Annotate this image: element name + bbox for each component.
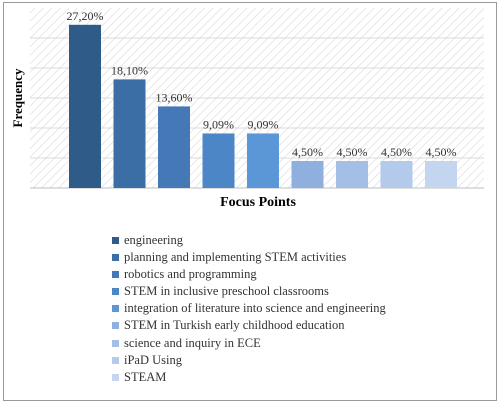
bars — [69, 24, 457, 188]
data-label-2: 18,10% — [111, 63, 148, 77]
legend-swatch — [112, 305, 119, 313]
legend-swatch — [112, 339, 119, 347]
legend-item: STEAM — [112, 369, 386, 386]
legend-item: iPaD Using — [112, 352, 386, 369]
legend-swatch — [112, 254, 119, 262]
data-label-4: 9,09% — [203, 117, 234, 131]
legend-swatch — [112, 271, 119, 279]
legend-label: planning and implementing STEM activitie… — [124, 250, 347, 265]
bar-2 — [113, 79, 146, 188]
legend-label: engineering — [124, 233, 184, 247]
bar-1 — [69, 24, 101, 188]
legend-swatch — [112, 237, 119, 244]
legend-item: STEM in Turkish early childhood educatio… — [112, 317, 386, 334]
bar-9 — [425, 161, 457, 188]
legend-swatch — [112, 373, 119, 381]
legend-item: science and inquiry in ECE — [112, 335, 386, 352]
data-label-3: 13,60% — [156, 90, 193, 104]
bar-6 — [291, 161, 324, 188]
legend-item: STEM in inclusive preschool classrooms — [112, 283, 386, 300]
legend-label: iPaD Using — [124, 352, 182, 367]
legend-item: integration of literature into science a… — [112, 300, 386, 317]
bar-3 — [158, 106, 190, 188]
legend: engineering planning and implementing STE… — [112, 232, 386, 386]
bar-5 — [247, 133, 279, 188]
data-label-1: 27,20% — [67, 9, 104, 23]
legend-item: engineering — [112, 232, 386, 249]
data-label-7: 4,50% — [337, 145, 368, 159]
y-axis-title: Frequency — [10, 68, 25, 127]
legend-label: integration of literature into science a… — [124, 301, 386, 316]
legend-item: robotics and programming — [112, 266, 386, 283]
legend-label: STEM in inclusive preschool classrooms — [124, 284, 329, 299]
data-labels: 27,20% 18,10% 13,60% 9,09% 9,09% 4,50% 4,50% 4,… — [67, 9, 457, 159]
legend-label: robotics and programming — [124, 267, 257, 282]
legend-swatch — [112, 322, 119, 330]
data-label-5: 9,09% — [248, 117, 279, 131]
legend-label: STEM in Turkish early childhood educatio… — [124, 318, 345, 333]
legend-label: science and inquiry in ECE — [124, 335, 261, 350]
data-label-9: 4,50% — [426, 145, 457, 159]
bar-7 — [336, 161, 368, 188]
data-label-6: 4,50% — [292, 145, 323, 159]
bar-8 — [380, 161, 413, 188]
legend-swatch — [112, 356, 119, 364]
legend-item: planning and implementing STEM activitie… — [112, 249, 386, 266]
legend-swatch — [112, 288, 119, 296]
data-label-8: 4,50% — [381, 145, 412, 159]
legend-label: STEAM — [124, 369, 167, 384]
bar-4 — [202, 133, 235, 188]
x-axis-title: Focus Points — [220, 195, 296, 210]
